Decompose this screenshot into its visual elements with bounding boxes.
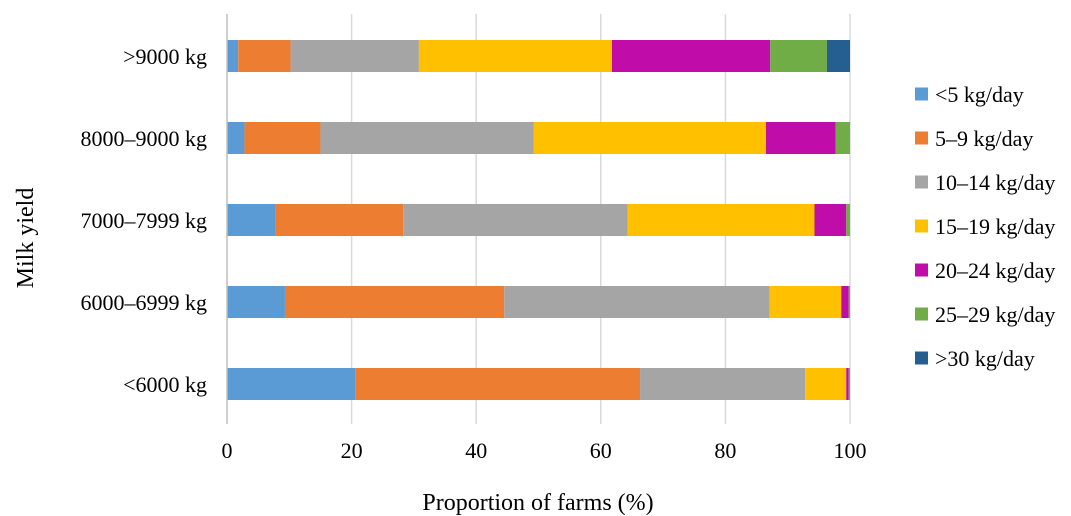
y-tick-label-7000-7999-kg: 7000–7999 kg [81, 208, 208, 233]
bar-segment-9000-kg-5-9-kg-day [238, 40, 291, 72]
bar-segment-9000-kg-30-kg-day [826, 40, 850, 72]
legend-swatch-15-19-kg-day [915, 219, 928, 233]
legend-swatch-10-14-kg-day [915, 175, 928, 189]
legend-label-30-kg-day: >30 kg/day [935, 346, 1035, 371]
bar-segment-9000-kg-5-kg-day [227, 40, 239, 72]
legend-swatch-25-29-kg-day [915, 307, 928, 321]
bar-segment-7000-7999-kg-20-24-kg-day [814, 204, 847, 236]
axes: 0 20 40 60 80 100 >9000 kg 8000–9000 kg 7000–799… [81, 14, 867, 463]
x-tick-label-100: 100 [834, 438, 867, 463]
x-tick-label-40: 40 [465, 438, 487, 463]
bar-segment-9000-kg-20-24-kg-day [612, 40, 771, 72]
y-tick-label-9000-kg: >9000 kg [123, 44, 207, 69]
x-tick-label-20: 20 [341, 438, 363, 463]
legend-label-15-19-kg-day: 15–19 kg/day [935, 214, 1055, 239]
y-tick-label-6000-6999-kg: 6000–6999 kg [81, 290, 208, 315]
bar-segment-8000-9000-kg-5-9-kg-day [244, 122, 321, 154]
bar-segment-7000-7999-kg-5-kg-day [227, 204, 276, 236]
bar-segment-9000-kg-25-29-kg-day [770, 40, 827, 72]
legend-label-5-kg-day: <5 kg/day [935, 82, 1024, 107]
bar-segment-6000-kg-5-9-kg-day [355, 368, 641, 400]
legend-swatch-5-kg-day [915, 87, 928, 101]
legend-swatch-5-9-kg-day [915, 131, 928, 145]
legend-label-20-24-kg-day: 20–24 kg/day [935, 258, 1055, 283]
legend-label-5-9-kg-day: 5–9 kg/day [935, 126, 1033, 151]
bar-segment-6000-6999-kg-25-29-kg-day [848, 286, 850, 318]
bar-segment-6000-6999-kg-15-19-kg-day [769, 286, 842, 318]
bar-segment-7000-7999-kg-5-9-kg-day [275, 204, 404, 236]
y-tick-label-6000-kg: <6000 kg [123, 372, 207, 397]
y-tick-label-8000-9000-kg: 8000–9000 kg [81, 126, 208, 151]
legend: <5 kg/day 5–9 kg/day 10–14 kg/day 15–19 kg/… [915, 82, 1055, 371]
bar-segment-6000-kg-5-kg-day [227, 368, 356, 400]
legend-label-25-29-kg-day: 25–29 kg/day [935, 302, 1055, 327]
bar-segment-6000-kg-20-24-kg-day [846, 368, 849, 400]
bar-segment-6000-6999-kg-5-9-kg-day [284, 286, 505, 318]
legend-swatch-30-kg-day [915, 351, 928, 365]
bar-segment-9000-kg-10-14-kg-day [290, 40, 419, 72]
bar-segment-6000-kg-25-29-kg-day [848, 368, 850, 400]
bar-segment-6000-6999-kg-5-kg-day [227, 286, 285, 318]
y-axis-title: Milk yield [13, 188, 39, 289]
bar-segment-8000-9000-kg-25-29-kg-day [835, 122, 850, 154]
legend-swatch-20-24-kg-day [915, 263, 928, 277]
bar-segment-8000-9000-kg-5-kg-day [227, 122, 245, 154]
bar-segment-7000-7999-kg-25-29-kg-day [846, 204, 850, 236]
bar-segment-6000-kg-15-19-kg-day [805, 368, 847, 400]
bar-segment-6000-6999-kg-20-24-kg-day [841, 286, 849, 318]
bar-segment-6000-6999-kg-10-14-kg-day [504, 286, 770, 318]
x-tick-label-80: 80 [714, 438, 736, 463]
x-axis-title: Proportion of farms (%) [422, 490, 653, 516]
bar-segment-7000-7999-kg-15-19-kg-day [627, 204, 815, 236]
x-tick-label-60: 60 [590, 438, 612, 463]
bars [227, 40, 850, 400]
bar-segment-6000-kg-10-14-kg-day [640, 368, 806, 400]
legend-label-10-14-kg-day: 10–14 kg/day [935, 170, 1055, 195]
bar-segment-7000-7999-kg-10-14-kg-day [403, 204, 628, 236]
bar-segment-8000-9000-kg-10-14-kg-day [320, 122, 534, 154]
bar-segment-9000-kg-15-19-kg-day [418, 40, 613, 72]
x-tick-label-0: 0 [222, 438, 233, 463]
bar-segment-8000-9000-kg-20-24-kg-day [765, 122, 836, 154]
bar-segment-8000-9000-kg-15-19-kg-day [533, 122, 766, 154]
